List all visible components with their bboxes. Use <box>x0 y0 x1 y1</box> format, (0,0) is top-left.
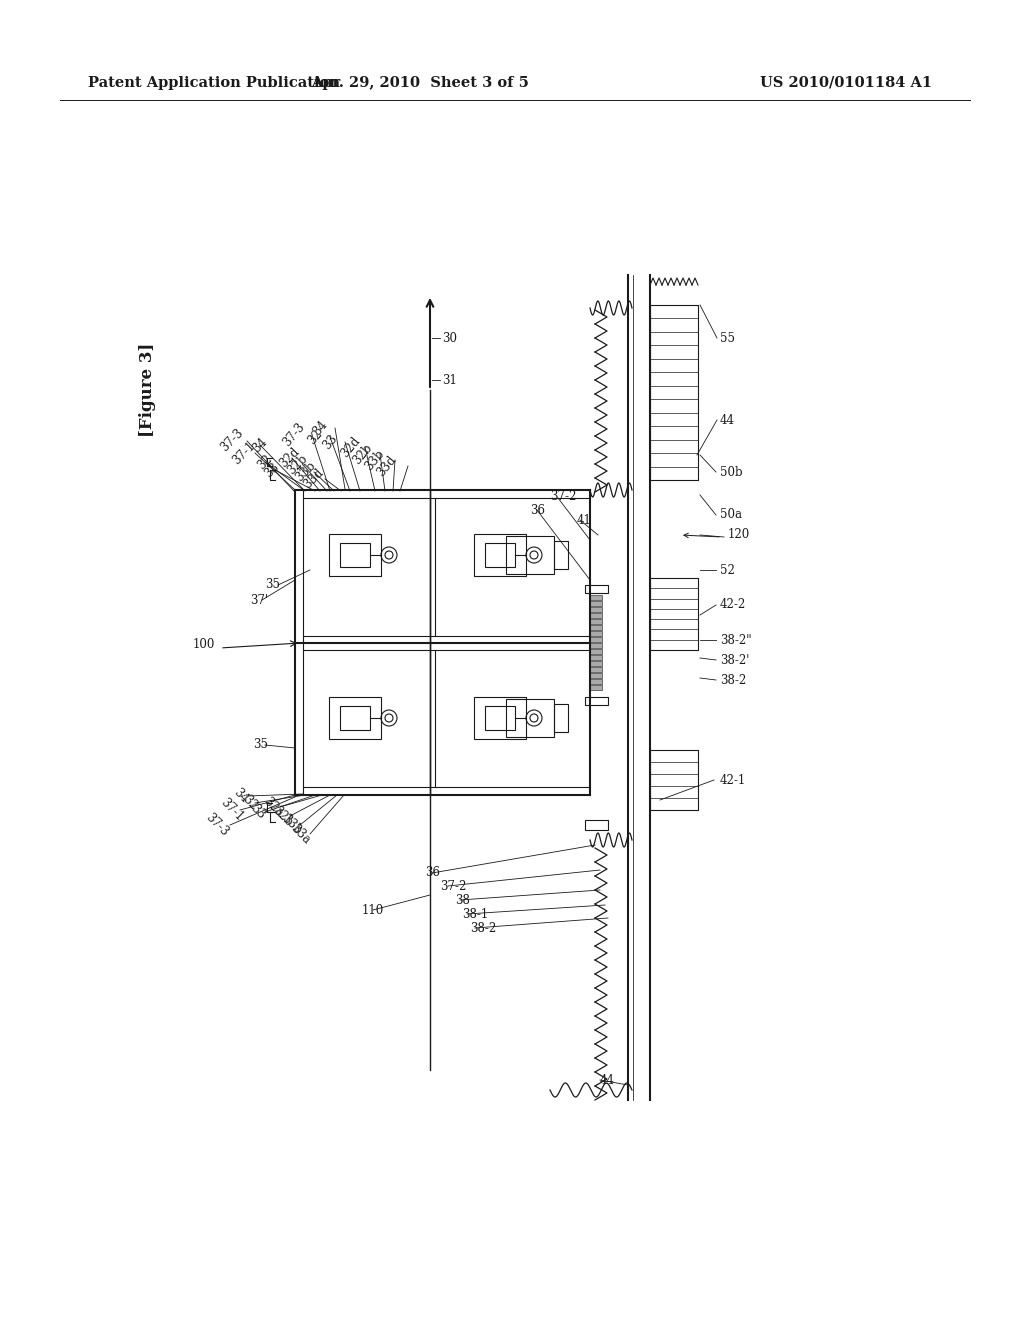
Polygon shape <box>590 624 602 630</box>
Text: 50a: 50a <box>720 508 742 521</box>
Polygon shape <box>590 631 602 636</box>
Text: 42-1: 42-1 <box>720 774 746 787</box>
Text: 34: 34 <box>310 418 330 438</box>
Text: 37-3: 37-3 <box>203 810 231 840</box>
Text: 120: 120 <box>728 528 751 541</box>
Text: 37-1: 37-1 <box>230 440 258 467</box>
Text: 32: 32 <box>240 793 260 813</box>
Text: 110: 110 <box>362 903 384 916</box>
Text: 30: 30 <box>442 331 457 345</box>
Text: 33: 33 <box>262 461 282 480</box>
Text: 35: 35 <box>253 738 268 751</box>
Text: 33: 33 <box>248 803 268 822</box>
Polygon shape <box>590 638 602 642</box>
Text: 38-1: 38-1 <box>462 908 488 920</box>
Text: 32d: 32d <box>278 445 302 470</box>
Text: 34: 34 <box>250 436 269 455</box>
Text: 32b: 32b <box>350 441 375 467</box>
Text: 37-3: 37-3 <box>218 426 246 454</box>
Polygon shape <box>590 649 602 653</box>
Text: 38-2": 38-2" <box>720 634 752 647</box>
Text: 33a: 33a <box>288 821 312 846</box>
Polygon shape <box>590 607 602 612</box>
Text: 32: 32 <box>305 428 325 447</box>
Text: 37-2: 37-2 <box>550 490 577 503</box>
Text: 38-2: 38-2 <box>470 921 497 935</box>
Polygon shape <box>590 685 602 690</box>
Text: 33d: 33d <box>301 466 326 491</box>
Text: Apr. 29, 2010  Sheet 3 of 5: Apr. 29, 2010 Sheet 3 of 5 <box>311 77 529 90</box>
Text: 32d: 32d <box>338 434 362 459</box>
Text: 38: 38 <box>455 894 470 907</box>
Polygon shape <box>590 661 602 667</box>
Text: 37-1: 37-1 <box>218 796 246 824</box>
Text: 31: 31 <box>442 374 457 387</box>
Text: 33d: 33d <box>374 453 398 479</box>
Text: 41: 41 <box>577 513 592 527</box>
Text: 52: 52 <box>720 564 735 577</box>
Text: Patent Application Publication: Patent Application Publication <box>88 77 340 90</box>
Text: 44: 44 <box>600 1073 615 1086</box>
Text: 37-3: 37-3 <box>280 421 307 449</box>
Text: 55: 55 <box>720 331 735 345</box>
Text: US 2010/0101184 A1: US 2010/0101184 A1 <box>760 77 932 90</box>
Text: 32a: 32a <box>261 795 286 820</box>
Polygon shape <box>590 655 602 660</box>
Text: 100: 100 <box>193 639 215 652</box>
Polygon shape <box>590 595 602 601</box>
Text: 32b: 32b <box>270 804 295 829</box>
Text: 44: 44 <box>720 413 735 426</box>
Text: 37-2: 37-2 <box>440 879 466 892</box>
Text: 36: 36 <box>425 866 440 879</box>
Text: 33b: 33b <box>293 459 318 484</box>
Polygon shape <box>590 643 602 648</box>
Text: 38-2': 38-2' <box>720 653 750 667</box>
Polygon shape <box>590 619 602 624</box>
Text: 34: 34 <box>231 787 251 807</box>
Text: 33b: 33b <box>279 812 304 838</box>
Polygon shape <box>590 667 602 672</box>
Text: 42-2: 42-2 <box>720 598 746 611</box>
Text: 36: 36 <box>530 503 545 516</box>
Polygon shape <box>590 601 602 606</box>
Text: 38-2: 38-2 <box>720 673 746 686</box>
Text: [Figure 3]: [Figure 3] <box>139 343 157 437</box>
Text: 35: 35 <box>265 578 280 591</box>
Polygon shape <box>590 612 602 618</box>
Text: 32b: 32b <box>285 453 310 478</box>
Polygon shape <box>590 678 602 684</box>
Text: 33: 33 <box>319 432 340 451</box>
Text: 32: 32 <box>255 453 274 471</box>
Polygon shape <box>590 673 602 678</box>
Text: 50b: 50b <box>720 466 742 479</box>
Text: 37': 37' <box>250 594 268 606</box>
Text: 33b: 33b <box>362 447 386 473</box>
